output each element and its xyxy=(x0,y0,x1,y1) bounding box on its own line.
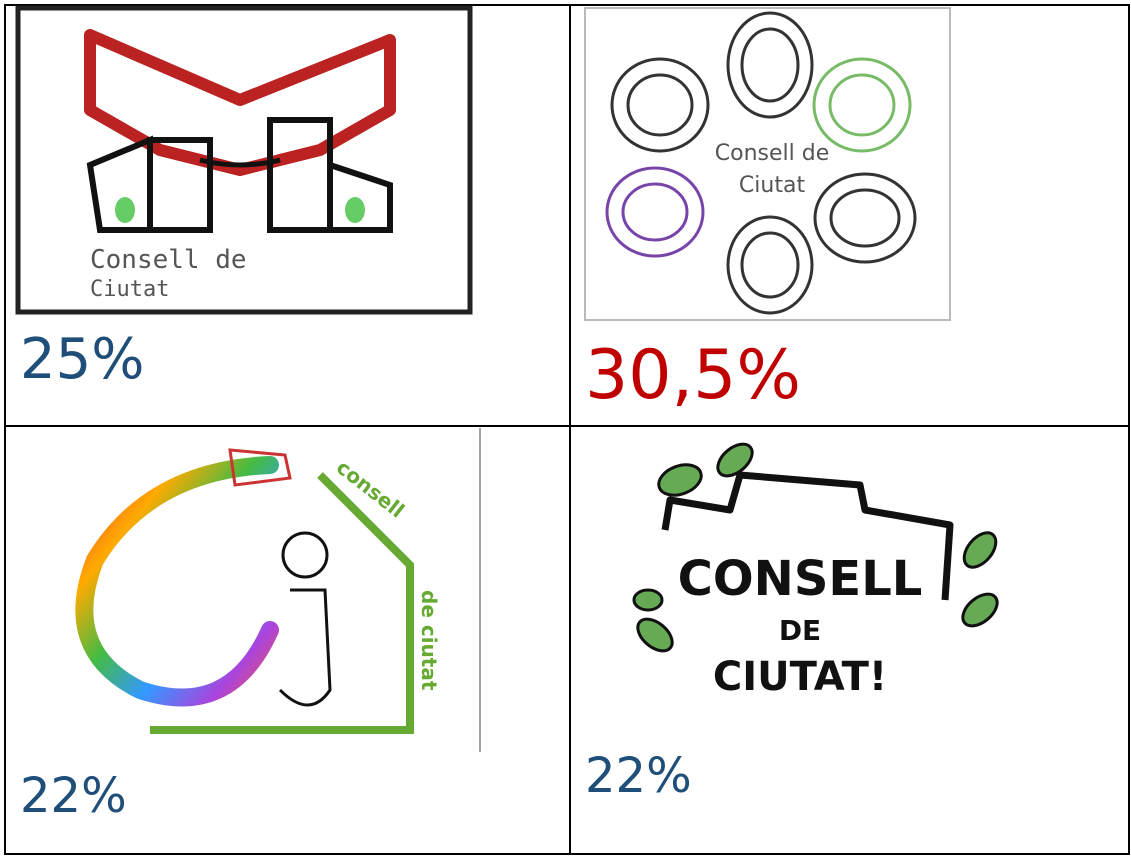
logo-4: CONSELL DE CIUTAT! xyxy=(632,438,1003,700)
result-percentage: 22% xyxy=(585,748,692,804)
document: Consell de Ciutat 25% Consell de Ciutat … xyxy=(0,0,1131,856)
logo-text: CIUTAT! xyxy=(713,654,887,700)
logo-text: Ciutat xyxy=(90,277,169,302)
logo-text: CONSELL xyxy=(678,551,923,607)
logo-text: de ciutat xyxy=(417,590,441,691)
logo-1: Consell de Ciutat xyxy=(18,8,470,312)
logo-text: Ciutat xyxy=(739,173,806,198)
page: Consell de Ciutat 25% Consell de Ciutat … xyxy=(0,0,1131,856)
logo-text: Consell de xyxy=(715,141,829,166)
logo-text: consell xyxy=(332,455,409,523)
result-percentage: 25% xyxy=(20,327,144,392)
logo-text: DE xyxy=(779,614,821,647)
result-percentage: 22% xyxy=(20,768,127,824)
logo-3: consell de ciutat xyxy=(84,428,480,752)
logo-2: Consell de Ciutat xyxy=(585,8,950,320)
result-percentage: 30,5% xyxy=(585,336,801,415)
logo-text: Consell de xyxy=(90,245,247,275)
